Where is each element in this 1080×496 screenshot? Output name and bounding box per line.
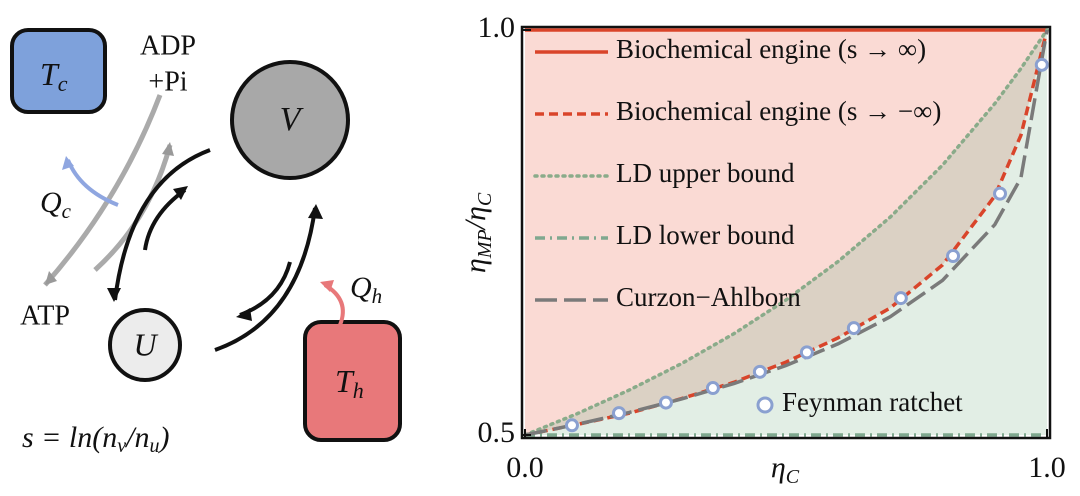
- region-fill: [525, 30, 1047, 435]
- transition-arrow: [239, 261, 292, 317]
- point-marker: [658, 395, 673, 410]
- plot-frame: [520, 25, 1052, 440]
- point-marker: [893, 291, 908, 306]
- region-fill: [525, 30, 1047, 435]
- arrow-head: [45, 271, 57, 285]
- legend-marker: [756, 396, 774, 414]
- label-sub: MP: [474, 229, 496, 259]
- label-sub: h: [372, 284, 383, 308]
- point-marker: [799, 345, 814, 360]
- legend-label: Feynman ratchet: [782, 387, 963, 417]
- label-sub: c: [62, 199, 72, 223]
- label-sub: c: [58, 71, 68, 96]
- formula-part: s = ln(n: [22, 421, 117, 454]
- pi-label: +Pi: [148, 66, 187, 97]
- label-base: /η: [459, 206, 492, 231]
- formula-part: ): [157, 421, 169, 454]
- chart: Biochemical engine (s → ∞) Biochemical en…: [478, 11, 1066, 484]
- point-marker: [705, 381, 720, 396]
- arrow-head: [162, 142, 174, 156]
- adp-label: ADP: [140, 30, 196, 61]
- state-u: [108, 308, 182, 382]
- point-marker: [993, 186, 1008, 201]
- formula: s = ln(nv/nu): [22, 421, 169, 457]
- arrow-head: [308, 204, 323, 219]
- legend-label: LD lower bound: [616, 220, 795, 250]
- legend-label: Curzon−Ahlborn: [616, 282, 801, 312]
- qh-label: Qh: [350, 271, 382, 308]
- point-marker: [752, 364, 767, 379]
- series-line: [523, 28, 1049, 437]
- y-tick-label: 0.5: [478, 416, 516, 449]
- label-base: η: [459, 258, 492, 273]
- x-tick-label: 0.0: [506, 451, 544, 484]
- u-label: U: [133, 326, 158, 362]
- y-tick-label: 1.0: [478, 11, 516, 44]
- label-base: Q: [350, 271, 372, 304]
- hot-reservoir: [303, 320, 402, 442]
- point-marker: [564, 418, 579, 433]
- arrow-head: [62, 156, 74, 170]
- transition-arrow: [214, 207, 317, 352]
- arrow-head: [236, 308, 252, 321]
- label-base: T: [40, 56, 60, 92]
- qc-label: Qc: [40, 186, 72, 223]
- legend-label: Biochemical engine (s → −∞): [616, 96, 941, 126]
- x-tick-label: 1.0: [1028, 451, 1066, 484]
- transition-arrow: [113, 148, 211, 301]
- label-base: T: [335, 363, 355, 399]
- x-axis-label: ηC: [771, 451, 800, 488]
- point-marker: [846, 321, 861, 336]
- arrow-head: [107, 288, 121, 302]
- label-sub: C: [786, 466, 800, 488]
- point-marker: [1034, 57, 1049, 72]
- legend-label: Biochemical engine (s → ∞): [616, 34, 926, 64]
- atp-label: ATP: [20, 300, 70, 331]
- label-base: η: [771, 451, 786, 484]
- formula-sub: u: [149, 435, 159, 457]
- th-label: Th: [335, 363, 364, 403]
- label-base: Q: [40, 186, 62, 219]
- qh-arrow: [323, 283, 345, 326]
- formula-sub: v: [117, 435, 126, 457]
- label-sub: C: [474, 192, 496, 206]
- legend-label: LD upper bound: [616, 158, 795, 188]
- diagram: Tc ADP +Pi V Qc ATP U Qh Th s = ln(nv/nu…: [10, 28, 402, 457]
- cold-reservoir: [10, 28, 107, 114]
- arrow-head: [173, 186, 188, 200]
- point-marker: [611, 406, 626, 421]
- y-axis-label: ηMP/ηC: [459, 192, 496, 273]
- formula-part: /n: [124, 421, 149, 454]
- point-marker: [946, 248, 961, 263]
- label-sub: h: [353, 378, 364, 403]
- arrow-head: [320, 280, 334, 292]
- state-v: [230, 60, 350, 180]
- tc-label: Tc: [40, 56, 68, 96]
- atp-arrow: [43, 94, 163, 287]
